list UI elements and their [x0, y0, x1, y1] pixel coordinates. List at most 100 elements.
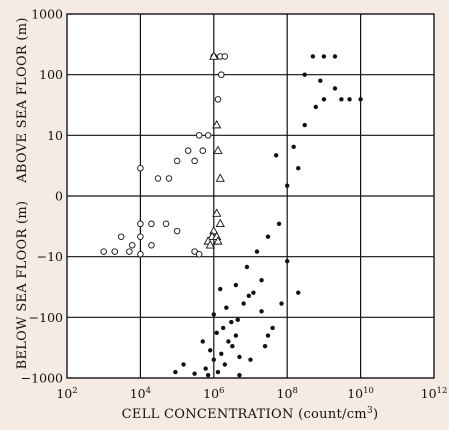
data-point-triangle — [213, 145, 223, 154]
x-tick-label: 104 — [130, 386, 151, 401]
y-axis-label-lower: BELOW SEA FLOOR (m) — [15, 201, 30, 370]
y-tick-label: −10 — [37, 249, 63, 264]
data-point-filled — [233, 282, 239, 288]
data-points — [100, 51, 363, 378]
x-tick-label: 108 — [277, 386, 298, 401]
data-point-open-circle — [173, 227, 181, 235]
data-point-open-circle — [137, 164, 144, 172]
x-axis-label-sup: 3 — [367, 406, 373, 416]
data-point-open-circle — [137, 233, 144, 240]
data-point-open-circle — [137, 251, 144, 258]
data-point-triangle — [212, 208, 222, 217]
x-tick-exponent: 10 — [363, 386, 374, 396]
data-point-filled — [220, 325, 226, 331]
data-point-open-circle — [204, 132, 212, 139]
x-tick-exponent: 4 — [146, 386, 151, 396]
x-tick-label: 1010 — [347, 386, 374, 401]
x-tick-base: 10 — [56, 386, 72, 401]
data-point-filled — [347, 97, 352, 102]
data-point-filled — [318, 78, 323, 83]
data-point-triangle — [209, 51, 219, 60]
data-point-open-circle — [221, 53, 229, 60]
x-tick-base: 10 — [277, 386, 293, 401]
x-tick-base: 10 — [130, 386, 146, 401]
data-point-filled — [321, 54, 327, 59]
data-point-open-circle — [129, 241, 136, 249]
data-point-triangle — [215, 218, 225, 228]
data-point-open-circle — [126, 248, 133, 255]
data-point-filled — [241, 301, 246, 306]
data-point-filled — [211, 312, 216, 317]
y-tick-label: 0 — [55, 189, 63, 204]
data-point-filled — [291, 144, 296, 149]
y-tick-label: 100 — [39, 67, 63, 82]
data-point-open-circle — [148, 220, 155, 228]
data-point-filled — [279, 301, 284, 306]
data-point-filled — [233, 333, 239, 338]
x-tick-base: 10 — [347, 386, 363, 401]
y-tick-label: 10 — [47, 128, 63, 143]
data-point-filled — [251, 290, 256, 295]
data-point-filled — [205, 373, 211, 378]
data-point-filled — [262, 344, 268, 349]
x-tick-base: 10 — [421, 386, 437, 401]
data-point-filled — [246, 293, 252, 299]
data-point-filled — [219, 351, 224, 357]
data-point-filled — [237, 354, 242, 360]
data-point-open-circle — [195, 132, 203, 139]
data-point-open-circle — [214, 96, 222, 103]
data-point-filled — [237, 373, 242, 378]
data-point-triangle — [212, 119, 222, 129]
data-point-filled — [313, 104, 318, 110]
data-point-filled — [173, 369, 178, 375]
data-point-filled — [224, 305, 229, 310]
x-tick-label: 106 — [203, 386, 224, 401]
x-tick-exponent: 8 — [292, 386, 297, 396]
data-point-filled — [273, 153, 279, 158]
data-point-filled — [214, 330, 219, 335]
data-point-filled — [265, 234, 271, 239]
x-axis-label: CELL CONCENTRATION (count/cm3) — [122, 406, 379, 422]
x-axis-label-main: CELL CONCENTRATION (count/cm — [122, 407, 367, 422]
data-point-open-circle — [195, 251, 203, 258]
data-point-filled — [211, 357, 216, 362]
y-axis-label-upper: ABOVE SEA FLOOR (m) — [15, 17, 30, 184]
data-point-filled — [218, 286, 223, 292]
data-point-filled — [259, 309, 264, 314]
data-point-open-circle — [148, 241, 155, 249]
data-point-filled — [203, 366, 208, 371]
data-point-filled — [192, 371, 197, 376]
data-point-open-circle — [162, 220, 170, 228]
data-point-filled — [296, 290, 301, 295]
data-point-filled — [235, 317, 240, 323]
data-point-filled — [339, 97, 344, 102]
data-point-filled — [215, 369, 221, 375]
data-point-filled — [321, 97, 327, 102]
data-point-open-circle — [111, 248, 118, 255]
data-point-filled — [358, 97, 363, 102]
data-point-filled — [302, 122, 307, 128]
data-point-filled — [200, 339, 205, 344]
data-point-filled — [254, 249, 260, 254]
y-tick-label: 1000 — [31, 7, 63, 22]
data-point-open-circle — [100, 248, 107, 255]
data-point-filled — [226, 339, 231, 344]
x-axis-label-end: ) — [373, 407, 378, 422]
data-point-filled — [296, 166, 301, 171]
data-point-filled — [276, 221, 282, 226]
data-point-open-circle — [165, 175, 173, 182]
x-tick-label: 1012 — [421, 386, 448, 401]
data-point-open-circle — [117, 233, 125, 240]
data-point-triangle — [215, 173, 225, 182]
data-point-filled — [230, 344, 235, 349]
x-tick-exponent: 12 — [437, 386, 448, 396]
data-point-filled — [248, 357, 253, 362]
data-point-filled — [229, 319, 234, 325]
x-tick-exponent: 6 — [219, 386, 224, 396]
data-point-open-circle — [154, 175, 162, 182]
data-point-open-circle — [173, 157, 181, 165]
grid-lines — [66, 13, 435, 379]
data-point-filled — [181, 362, 186, 367]
data-point-filled — [310, 54, 316, 59]
